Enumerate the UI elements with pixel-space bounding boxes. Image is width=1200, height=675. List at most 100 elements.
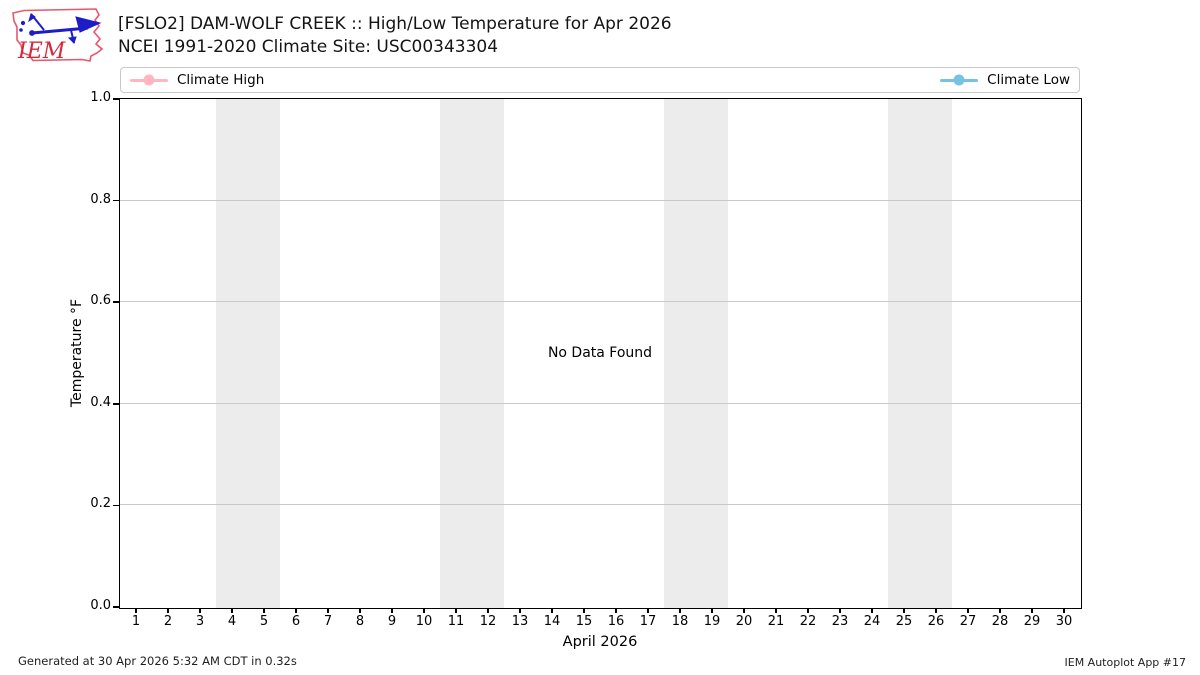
weekend-shading-band — [215, 98, 280, 608]
legend-label-climate-low: Climate Low — [987, 72, 1070, 88]
x-tick-label: 6 — [291, 614, 301, 629]
x-tick-label: 17 — [639, 614, 657, 629]
no-data-message: No Data Found — [547, 345, 653, 361]
x-tick-label: 26 — [927, 614, 945, 629]
x-tick-label: 23 — [831, 614, 849, 629]
y-tick-mark — [113, 504, 119, 507]
x-tick-mark — [583, 608, 585, 613]
x-tick-mark — [359, 608, 361, 613]
chart-subtitle: NCEI 1991-2020 Climate Site: USC00343304 — [118, 37, 499, 57]
y-tick-label: 0.0 — [90, 598, 111, 613]
y-tick-label: 0.4 — [90, 394, 111, 410]
x-tick-label: 5 — [259, 614, 269, 629]
x-tick-mark — [935, 608, 937, 613]
x-tick-label: 18 — [671, 614, 689, 629]
x-tick-mark — [775, 608, 777, 613]
x-tick-mark — [839, 608, 841, 613]
x-tick-label: 21 — [767, 614, 785, 629]
chart-title: [FSLO2] DAM-WOLF CREEK :: High/Low Tempe… — [118, 14, 672, 34]
iem-logo: IEM — [12, 8, 104, 64]
y-tick-mark — [113, 301, 119, 303]
y-tick-mark — [113, 98, 119, 100]
x-tick-label: 22 — [799, 614, 817, 629]
x-tick-mark — [807, 608, 809, 613]
x-tick-label: 16 — [607, 614, 625, 629]
x-tick-mark — [647, 608, 649, 613]
weekend-shading-band — [887, 98, 952, 608]
climate-high-dot-icon — [143, 74, 155, 86]
x-tick-mark — [391, 608, 393, 613]
climate-high-marker-icon — [130, 74, 168, 86]
x-tick-mark — [519, 608, 521, 613]
x-tick-label: 10 — [415, 614, 433, 629]
x-tick-mark — [903, 608, 905, 613]
x-tick-mark — [263, 608, 265, 613]
x-tick-mark — [551, 608, 553, 613]
weather-vane-icon — [19, 13, 102, 44]
x-tick-label: 24 — [863, 614, 881, 629]
y-tick-label: 0.2 — [90, 496, 111, 512]
x-tick-label: 28 — [991, 614, 1009, 629]
y-tick-mark — [113, 403, 119, 405]
x-tick-mark — [423, 608, 425, 613]
x-tick-mark — [743, 608, 745, 613]
weekend-shading-band — [439, 98, 504, 608]
x-tick-label: 20 — [735, 614, 753, 629]
x-tick-label: 13 — [511, 614, 529, 629]
x-tick-mark — [871, 608, 873, 613]
legend: Climate High Climate Low — [120, 67, 1080, 93]
x-tick-label: 8 — [355, 614, 365, 629]
generation-timestamp: Generated at 30 Apr 2026 5:32 AM CDT in … — [18, 654, 297, 668]
x-tick-mark — [295, 608, 297, 613]
x-tick-label: 29 — [1023, 614, 1041, 629]
y-tick-mark — [113, 606, 119, 608]
x-tick-label: 15 — [575, 614, 593, 629]
horizontal-gridline — [119, 402, 1081, 404]
x-tick-label: 2 — [163, 614, 173, 629]
x-tick-label: 11 — [447, 614, 465, 629]
legend-item-climate-high: Climate High — [130, 72, 264, 88]
x-tick-label: 4 — [227, 614, 237, 629]
app-credit: IEM Autoplot App #17 — [1064, 656, 1187, 669]
x-axis-label: April 2026 — [562, 634, 638, 650]
x-tick-mark — [455, 608, 457, 613]
logo-text: IEM — [17, 39, 66, 64]
x-tick-label: 7 — [323, 614, 333, 629]
x-tick-label: 12 — [479, 614, 497, 629]
x-tick-mark — [711, 608, 713, 613]
x-tick-mark — [999, 608, 1001, 613]
x-tick-mark — [327, 608, 329, 613]
x-tick-label: 30 — [1055, 614, 1073, 629]
horizontal-gridline — [119, 301, 1081, 303]
x-tick-mark — [199, 608, 201, 613]
y-tick-label: 0.6 — [90, 293, 111, 309]
x-tick-mark — [167, 608, 169, 613]
x-tick-label: 14 — [543, 614, 561, 629]
climate-low-dot-icon — [953, 74, 965, 86]
y-tick-mark — [113, 199, 119, 202]
x-tick-label: 27 — [959, 614, 977, 629]
weekend-shading-band — [663, 98, 728, 608]
y-tick-label: 0.8 — [90, 191, 111, 207]
x-tick-mark — [231, 608, 233, 613]
x-tick-label: 1 — [131, 614, 141, 629]
legend-label-climate-high: Climate High — [177, 72, 265, 88]
climate-low-marker-icon — [940, 74, 979, 86]
x-tick-label: 19 — [703, 614, 721, 629]
chart-header: [FSLO2] DAM-WOLF CREEK :: High/Low Tempe… — [118, 13, 672, 59]
x-tick-mark — [1063, 608, 1065, 613]
x-tick-mark — [679, 608, 681, 613]
x-tick-mark — [135, 608, 137, 613]
x-tick-label: 25 — [895, 614, 913, 629]
y-tick-label: 1.0 — [90, 90, 111, 105]
x-tick-mark — [487, 608, 489, 613]
plot-area: No Data Found — [118, 97, 1082, 609]
x-tick-mark — [615, 608, 617, 613]
x-tick-label: 9 — [387, 614, 397, 629]
horizontal-gridline — [119, 504, 1081, 506]
x-tick-mark — [1031, 608, 1033, 613]
x-tick-label: 3 — [195, 614, 205, 629]
horizontal-gridline — [119, 199, 1081, 201]
legend-item-climate-low: Climate Low — [940, 72, 1070, 88]
